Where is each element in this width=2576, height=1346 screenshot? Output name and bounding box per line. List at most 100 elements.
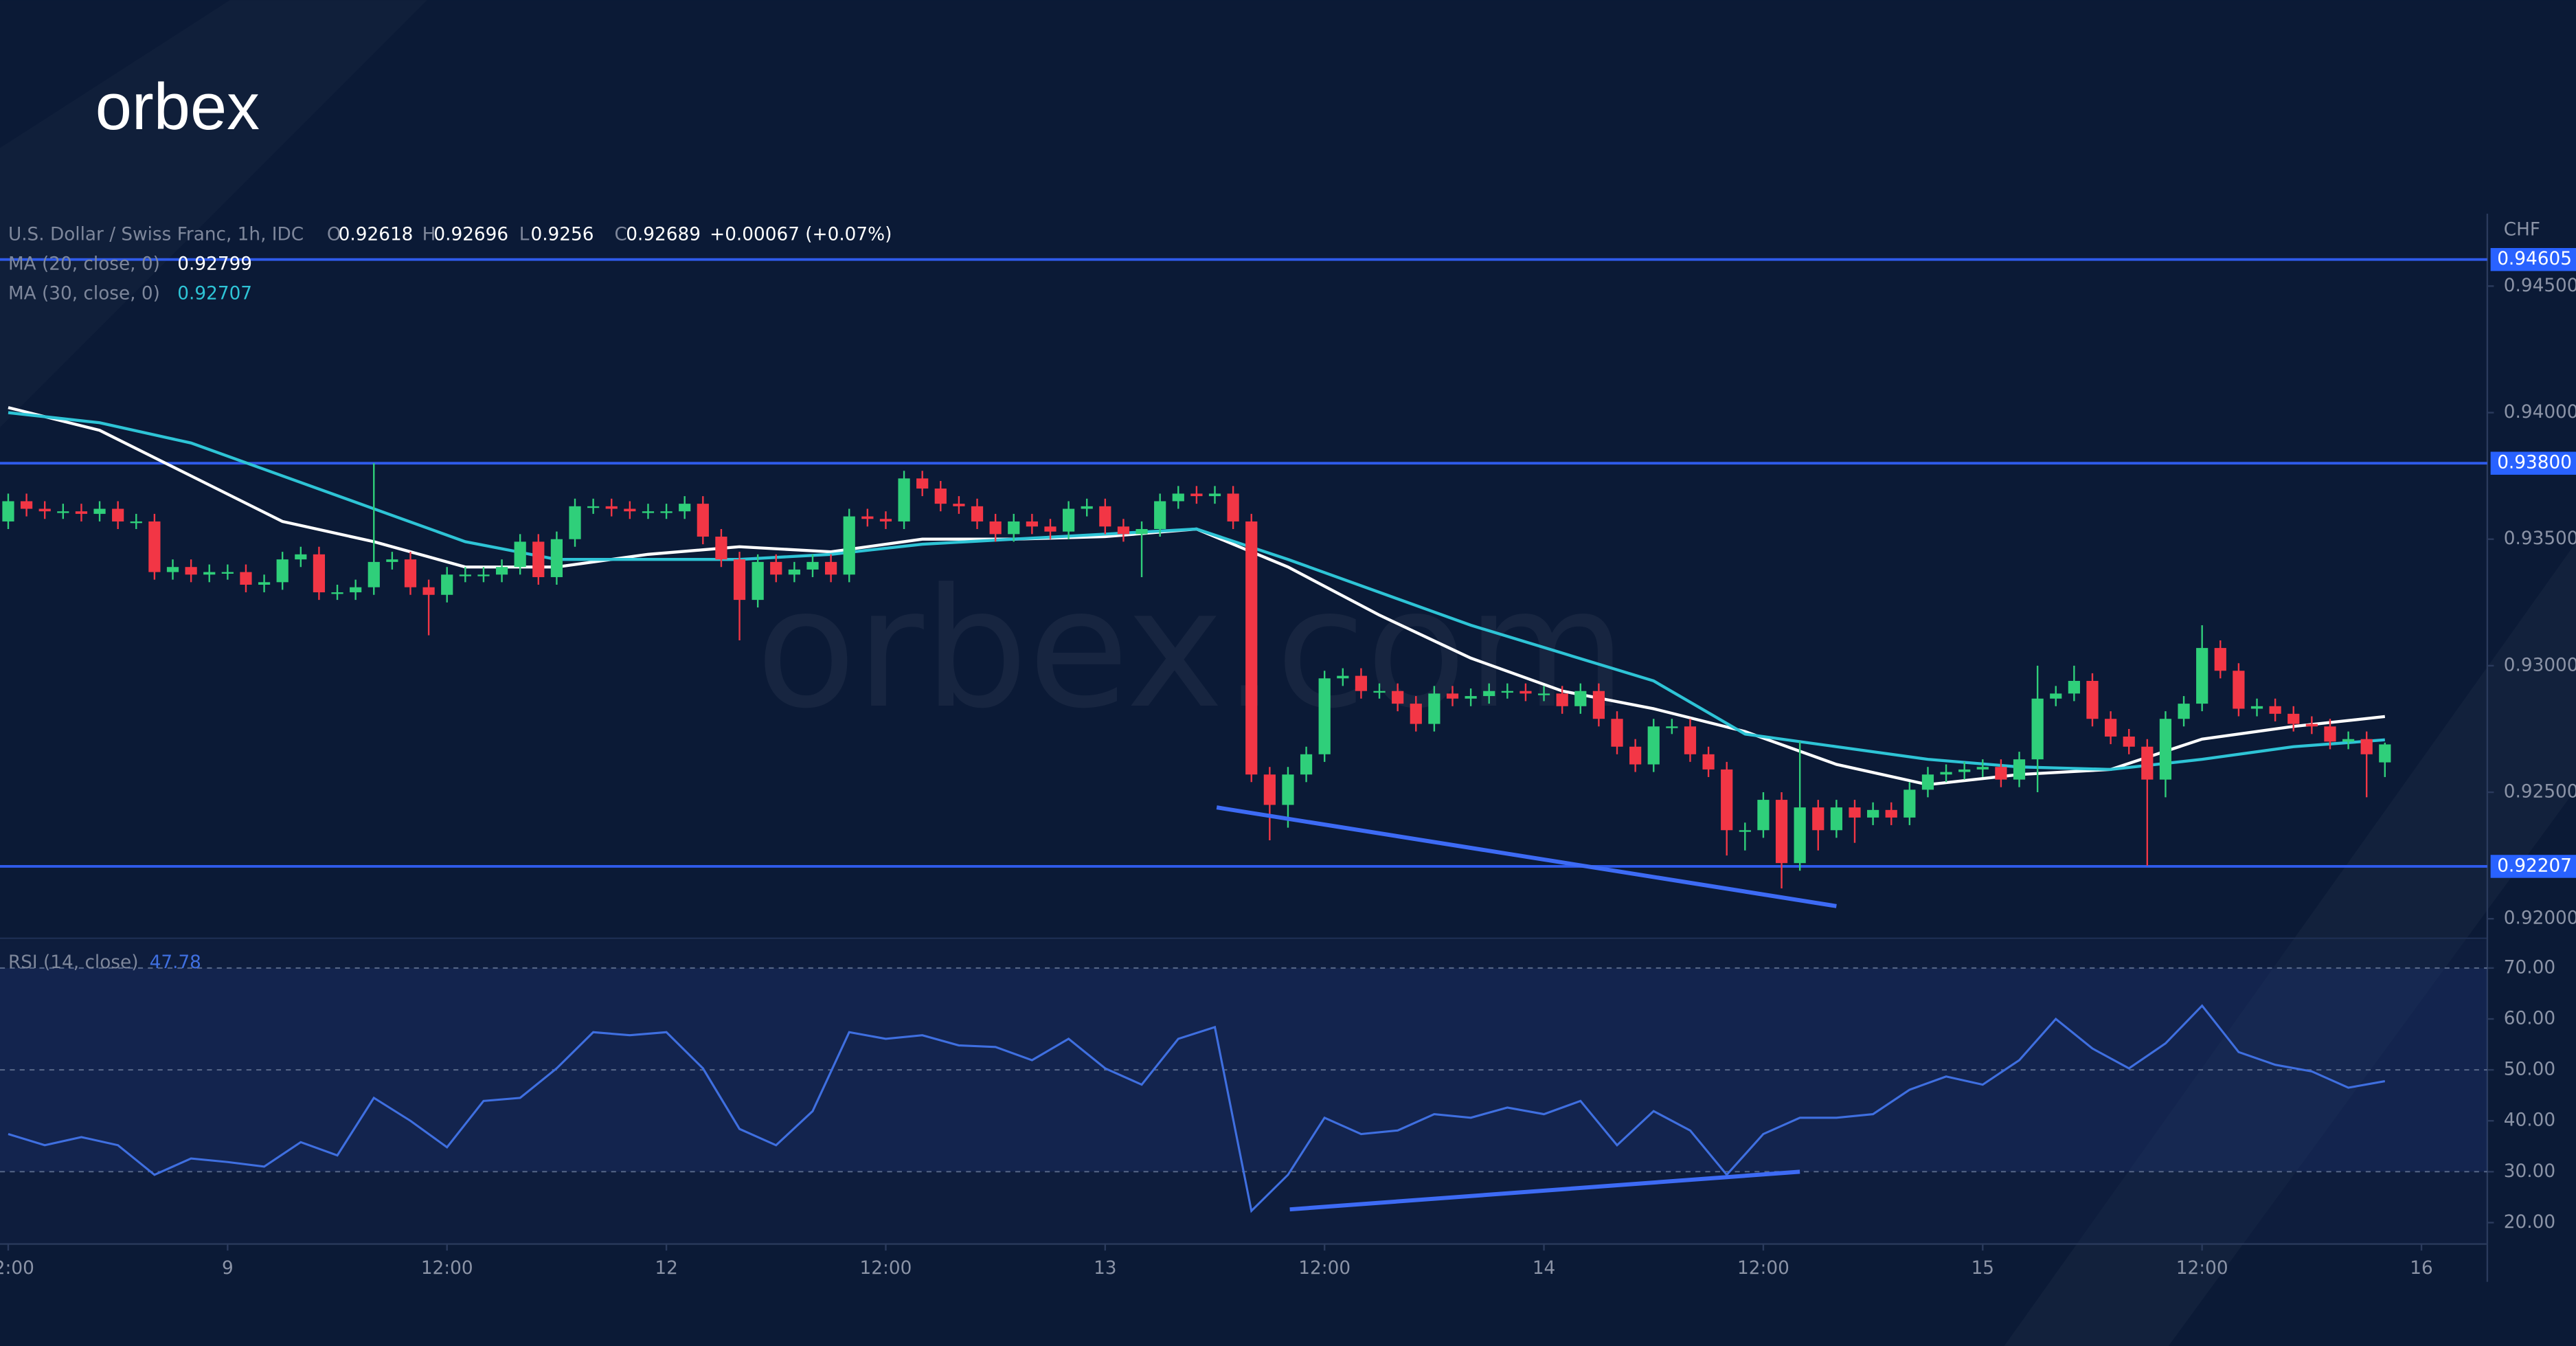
x-tick-label: 12:00: [2176, 1258, 2228, 1279]
y-tick-label: 0.94500: [2504, 276, 2576, 296]
candle-body: [2305, 724, 2318, 727]
x-tick-label: 12:00: [860, 1258, 912, 1279]
candle-body: [2031, 698, 2044, 760]
candle-body: [258, 582, 271, 585]
candle-body: [331, 592, 343, 594]
candle-body: [422, 587, 435, 595]
level-label: 0.94605: [2497, 249, 2572, 269]
level-label-box: [2490, 855, 2576, 878]
candle-body: [1995, 767, 2007, 780]
x-tick-label: 14: [1533, 1258, 1555, 1279]
candle-body: [2233, 671, 2245, 709]
candle-body: [569, 506, 581, 539]
x-tick-label: 12:00: [0, 1258, 34, 1279]
ohlc-value: 0.9256: [530, 225, 594, 245]
legend-label: MA (30, close, 0): [8, 284, 160, 304]
candle-body: [1300, 754, 1313, 775]
candle-body: [1903, 789, 1916, 818]
candle-body: [843, 516, 855, 575]
candle-body: [1849, 807, 1861, 818]
candle-body: [20, 501, 33, 509]
ma-line: [8, 411, 2385, 772]
candle-body: [2178, 704, 2190, 719]
x-tick-label: 16: [2410, 1258, 2432, 1279]
candle-body: [240, 572, 252, 585]
legend-label: RSI (14, close): [8, 952, 139, 973]
candle-body: [1373, 691, 1386, 693]
candle-body: [879, 519, 892, 521]
candle-body: [1757, 800, 1770, 831]
ohlc-letter: L: [519, 225, 530, 245]
ohlc-letter: C: [614, 225, 626, 245]
candle-body: [1556, 693, 1568, 706]
candle-body: [2250, 706, 2263, 709]
candle-body: [2342, 739, 2355, 742]
candle-body: [1099, 506, 1111, 527]
candle-body: [221, 572, 234, 574]
ohlc-value: 0.92618: [339, 225, 414, 245]
candle-body: [368, 561, 380, 587]
rsi-pane: [0, 940, 2487, 1244]
candle-body: [1136, 528, 1148, 535]
candle-body: [752, 561, 764, 601]
legend-label: MA (20, close, 0): [8, 254, 160, 275]
watermark: orbex.com: [756, 554, 1627, 745]
candle-body: [1245, 521, 1258, 775]
candle-body: [441, 574, 453, 595]
plot: 0.94500 0.94000 0.93500 0.93000 0.92500 0.920…: [0, 247, 2576, 1279]
candle-body: [1976, 767, 1989, 770]
candle-body: [1026, 521, 1038, 527]
candle-body: [953, 504, 965, 506]
candle-body: [1537, 693, 1550, 695]
x-tick-label: 12: [655, 1258, 677, 1279]
candle-body: [386, 559, 398, 562]
candle-body: [1885, 809, 1897, 818]
candle-body: [806, 561, 819, 570]
x-tick-label: 15: [1971, 1258, 1994, 1279]
candle-body: [2324, 726, 2336, 742]
candle-body: [532, 541, 545, 577]
candle-body: [1008, 521, 1020, 535]
legend-value: 0.92799: [177, 254, 252, 275]
candle-body: [1392, 691, 1404, 704]
candle-body: [1739, 830, 1751, 832]
candle-body: [660, 511, 673, 513]
candle-body: [75, 511, 88, 514]
candle-body: [770, 561, 782, 575]
candle-body: [934, 489, 947, 504]
candle-body: [2287, 713, 2300, 724]
ohlc-value: 0.92696: [433, 225, 508, 245]
candle-body: [2269, 706, 2281, 714]
candle-body: [1940, 772, 1952, 775]
candle-body: [1501, 691, 1513, 693]
candle-body: [1446, 693, 1459, 699]
candle-body: [1044, 526, 1057, 532]
legend-value: 47.78: [150, 952, 201, 973]
candle-body: [1282, 774, 1294, 805]
candle-body: [1337, 675, 1349, 679]
candle-body: [1666, 726, 1678, 728]
level-label: 0.93800: [2497, 453, 2572, 473]
candle-body: [1483, 691, 1495, 697]
candle-body: [1208, 493, 1221, 497]
x-tick-label: 12:00: [421, 1258, 473, 1279]
candle-body: [1574, 691, 1587, 706]
y-tick-label: 0.93000: [2504, 655, 2576, 675]
change: +0.00067 (+0.07%): [710, 225, 892, 245]
y-tick-label: 0.92000: [2504, 908, 2576, 929]
candle-body: [1794, 807, 1806, 864]
candle-body: [514, 541, 526, 568]
candle-body: [1958, 769, 1971, 772]
rsi-trendline: [1289, 1169, 1800, 1212]
candle-body: [1830, 807, 1843, 831]
rsi-tick-label: 20.00: [2504, 1212, 2555, 1233]
candle-body: [459, 574, 471, 576]
candle-body: [57, 511, 69, 513]
rsi-line: [8, 1004, 2386, 1213]
x-tick-label: 13: [1094, 1258, 1116, 1279]
candle-body: [2214, 648, 2226, 671]
ohlc-value: 0.92689: [626, 225, 701, 245]
logo: orbex: [95, 70, 260, 144]
candle-body: [1611, 719, 1623, 747]
